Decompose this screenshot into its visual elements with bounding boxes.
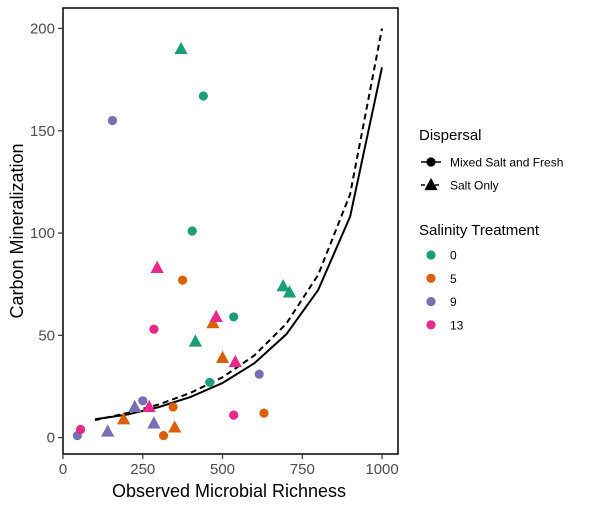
data-point-triangle: [142, 399, 156, 413]
data-point-circle: [187, 226, 197, 236]
dispersal-legend-entry: Salt Only: [421, 177, 499, 193]
data-points: [72, 41, 297, 441]
data-point-triangle: [276, 279, 290, 292]
data-point-triangle: [282, 285, 297, 298]
data-point-triangle: [206, 315, 220, 329]
y-tick-label: 50: [38, 327, 55, 344]
data-point-circle: [254, 369, 264, 379]
salinity-legend-entry: 5: [426, 272, 457, 286]
data-point-circle: [198, 91, 208, 101]
y-axis: 0 50 100 150 200: [30, 20, 63, 447]
salinity-legend-label: 0: [450, 249, 457, 263]
salinity-legend-entry: 9: [426, 295, 457, 309]
y-tick-label: 200: [30, 20, 55, 37]
legend-circle-key: [426, 157, 436, 167]
data-point-triangle: [215, 350, 230, 363]
data-point-triangle: [147, 416, 161, 429]
salinity-legend-entry: 13: [426, 318, 464, 332]
data-point-triangle: [128, 399, 142, 413]
dispersal-legend-entry: Mixed Salt and Fresh: [421, 156, 563, 170]
dispersal-legend-label: Salt Only: [450, 179, 499, 193]
dispersal-legend-label: Mixed Salt and Fresh: [450, 156, 563, 170]
salinity-legend: Salinity Treatment 0 5 9 13: [419, 222, 540, 332]
legend-triangle-key: [424, 177, 438, 191]
salinity-legend-entry: 0: [426, 249, 457, 263]
dispersal-legend-title: Dispersal: [419, 127, 482, 144]
dispersal-legend: Dispersal Mixed Salt and Fresh Salt Only: [419, 127, 563, 193]
legend-color-key: [426, 320, 436, 330]
data-point-circle: [107, 115, 118, 126]
data-point-circle: [205, 377, 215, 387]
x-tick-label: 500: [210, 461, 235, 478]
legend-color-key: [426, 273, 436, 283]
salinity-legend-title: Salinity Treatment: [419, 222, 540, 239]
x-tick-label: 1000: [365, 461, 398, 478]
x-axis: 0 250 500 750 1000: [59, 454, 399, 478]
data-point-triangle: [228, 354, 242, 368]
data-point-circle: [168, 402, 178, 412]
data-point-circle: [229, 410, 239, 420]
data-point-triangle: [174, 41, 188, 55]
data-point-circle: [158, 430, 169, 441]
x-axis-title: Observed Microbial Richness: [112, 481, 346, 501]
data-point-circle: [229, 312, 239, 322]
data-point-triangle: [168, 420, 182, 433]
y-tick-label: 150: [30, 123, 55, 140]
data-point-triangle: [188, 334, 203, 347]
x-tick-label: 250: [130, 461, 155, 478]
y-tick-label: 100: [30, 225, 55, 242]
data-point-circle: [75, 424, 86, 435]
data-point-circle: [178, 275, 188, 285]
salinity-legend-label: 5: [450, 272, 457, 286]
data-point-circle: [138, 396, 148, 406]
data-point-triangle: [101, 424, 115, 437]
fit-line-mixed: [94, 67, 383, 421]
data-point-triangle: [209, 309, 223, 323]
plot-frame: [62, 7, 399, 455]
legend-color-key: [426, 250, 436, 260]
data-point-circle: [149, 324, 159, 334]
x-tick-label: 750: [290, 461, 315, 478]
plot-area: [62, 7, 399, 455]
data-point-triangle: [117, 412, 131, 425]
y-tick-label: 0: [47, 430, 55, 447]
data-point-circle: [259, 408, 269, 418]
legend-color-key: [426, 297, 436, 307]
salinity-legend-label: 13: [450, 318, 464, 332]
x-tick-label: 0: [59, 461, 67, 478]
salinity-legend-label: 9: [450, 295, 457, 309]
y-axis-title: Carbon Mineralization: [7, 143, 27, 318]
data-point-triangle: [150, 260, 164, 273]
